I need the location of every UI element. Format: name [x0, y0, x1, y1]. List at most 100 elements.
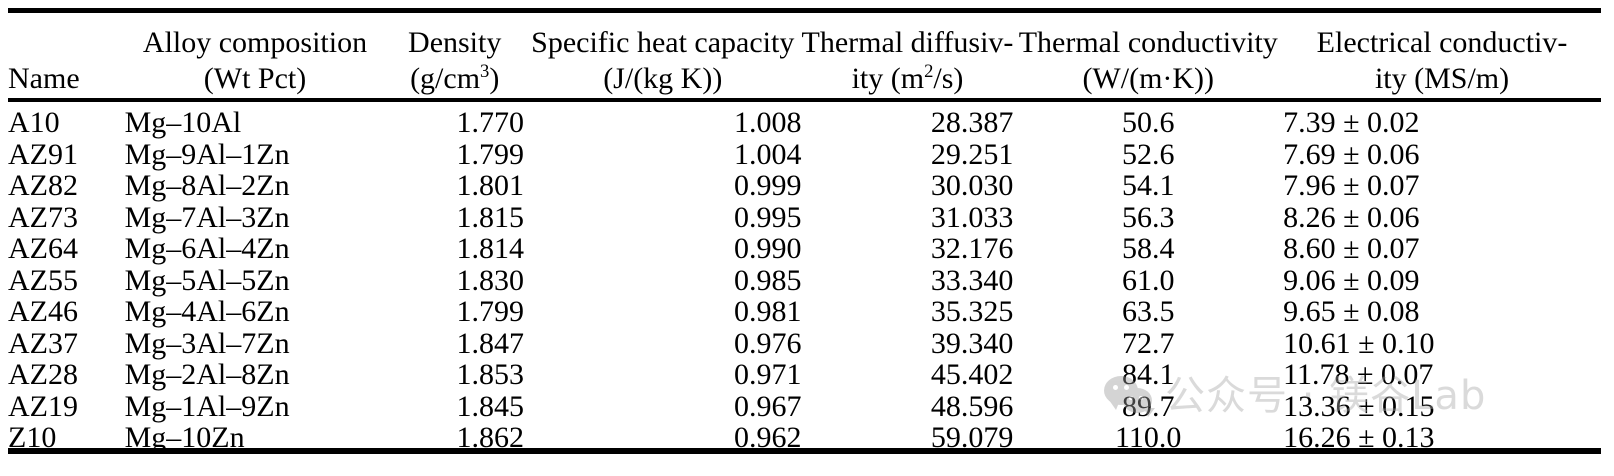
- cell-density: 1.853: [456, 358, 524, 391]
- cell-electrical-conductivity: 7.96 ± 0.07: [1283, 169, 1420, 202]
- cell-specific-heat-capacity: 0.976: [734, 326, 802, 360]
- cell-thermal-conductivity: 72.7: [1122, 326, 1175, 360]
- table-bottom-rule: [8, 448, 1601, 454]
- column-header-name: Name: [8, 14, 125, 98]
- cell-thermal-conductivity: 56.3: [1122, 200, 1175, 234]
- table-row: Z10 Mg–10Zn 1.862 0.962 59.079 110.0 16.26 ± 0…: [8, 422, 1601, 454]
- cell-density: 1.801: [456, 169, 524, 202]
- cell-alloy-composition: Mg–2Al–8Zn: [124, 358, 290, 391]
- cell-thermal-conductivity: 61.0: [1122, 263, 1175, 297]
- cell-alloy-composition: Mg–3Al–7Zn: [124, 326, 290, 360]
- column-header-density: Density (g/cm3): [385, 14, 524, 98]
- cell-thermal-diffusivity: 48.596: [930, 389, 1014, 423]
- cell-electrical-conductivity: 11.78 ± 0.07: [1283, 358, 1434, 391]
- table-row: A10 Mg–10Al 1.770 1.008 28.387 50.6 7.39 ± 0.0…: [8, 98, 1601, 138]
- cell-specific-heat-capacity: 0.962: [734, 421, 802, 454]
- cell-density: 1.799: [456, 295, 524, 328]
- cell-thermal-conductivity: 89.7: [1122, 389, 1175, 423]
- cell-electrical-conductivity: 8.60 ± 0.07: [1283, 232, 1420, 265]
- cell-density: 1.799: [456, 137, 524, 171]
- diffusivity-unit-prefix: ity (m: [851, 62, 925, 96]
- cell-thermal-diffusivity: 29.251: [930, 137, 1014, 171]
- cell-specific-heat-capacity: 0.981: [734, 295, 802, 328]
- column-header-thermal-diffusivity: Thermal diffusiv- ity (m2/s): [802, 14, 1014, 98]
- cell-alloy-composition: Mg–5Al–5Zn: [124, 263, 290, 297]
- cell-alloy-composition: Mg–1Al–9Zn: [124, 389, 290, 423]
- cell-thermal-conductivity: 54.1: [1122, 169, 1175, 202]
- column-header-name-line1: Name: [8, 62, 80, 96]
- column-header-shc-line2: (J/(kg K)): [603, 62, 723, 96]
- column-header-shc-line1: Specific heat capacity: [531, 25, 795, 59]
- cell-electrical-conductivity: 7.69 ± 0.06: [1283, 137, 1420, 171]
- cell-electrical-conductivity: 7.39 ± 0.02: [1283, 106, 1420, 139]
- table-row: AZ55 Mg–5Al–5Zn 1.830 0.985 33.340 61.0 9.06 ±…: [8, 264, 1601, 296]
- alloy-properties-table: Name Alloy composition (Wt Pct) Density …: [8, 14, 1601, 453]
- density-unit-prefix: (g/cm: [410, 62, 481, 96]
- cell-name: AZ91: [8, 137, 78, 171]
- column-header-alloy-composition: Alloy composition (Wt Pct): [125, 14, 386, 98]
- cell-electrical-conductivity: 9.65 ± 0.08: [1283, 295, 1420, 328]
- density-unit-suffix: ): [489, 62, 500, 96]
- cell-electrical-conductivity: 16.26 ± 0.13: [1283, 421, 1435, 454]
- cell-density: 1.814: [456, 232, 524, 265]
- cell-thermal-conductivity: 110.0: [1115, 421, 1182, 454]
- cell-density: 1.847: [456, 326, 524, 360]
- cell-thermal-diffusivity: 45.402: [930, 358, 1014, 391]
- cell-name: AZ64: [8, 232, 78, 265]
- table-row: AZ91 Mg–9Al–1Zn 1.799 1.004 29.251 52.6 7.69 ±…: [8, 138, 1601, 170]
- cell-thermal-conductivity: 50.6: [1122, 106, 1175, 139]
- column-header-diffusivity-line1: Thermal diffusiv-: [801, 25, 1014, 59]
- table-row: AZ82 Mg–8Al–2Zn 1.801 0.999 30.030 54.1 7.96 ±…: [8, 170, 1601, 202]
- column-header-density-line1: Density: [408, 25, 502, 59]
- cell-specific-heat-capacity: 0.999: [734, 169, 802, 202]
- cell-electrical-conductivity: 13.36 ± 0.15: [1283, 389, 1435, 423]
- column-header-thermal-conductivity-line1: Thermal conductivity: [1018, 25, 1278, 59]
- column-header-diffusivity-line2: ity (m2/s): [802, 61, 1014, 98]
- cell-thermal-diffusivity: 32.176: [930, 232, 1014, 265]
- cell-thermal-conductivity: 84.1: [1122, 358, 1175, 391]
- cell-alloy-composition: Mg–8Al–2Zn: [124, 169, 290, 202]
- cell-name: AZ37: [8, 326, 78, 360]
- cell-alloy-composition: Mg–10Al: [124, 106, 242, 139]
- cell-name: AZ73: [8, 200, 78, 234]
- cell-thermal-conductivity: 58.4: [1122, 232, 1175, 265]
- cell-electrical-conductivity: 10.61 ± 0.10: [1283, 326, 1435, 360]
- column-header-density-line2: (g/cm3): [385, 61, 524, 98]
- diffusivity-unit-exponent: 2: [924, 61, 934, 83]
- table-body: A10 Mg–10Al 1.770 1.008 28.387 50.6 7.39 ± 0.0…: [8, 98, 1601, 453]
- column-header-electrical-conductivity-line2: ity (MS/m): [1374, 62, 1510, 96]
- cell-density: 1.815: [456, 200, 524, 234]
- cell-electrical-conductivity: 8.26 ± 0.06: [1283, 200, 1420, 234]
- table-header-rule: [8, 98, 1601, 102]
- cell-thermal-diffusivity: 39.340: [930, 326, 1014, 360]
- column-header-thermal-conductivity: Thermal conductivity (W/(m·K)): [1013, 14, 1283, 98]
- cell-specific-heat-capacity: 1.008: [734, 106, 802, 139]
- cell-alloy-composition: Mg–4Al–6Zn: [124, 295, 290, 328]
- cell-density: 1.845: [456, 389, 524, 423]
- cell-alloy-composition: Mg–10Zn: [124, 421, 245, 454]
- cell-name: AZ19: [8, 389, 78, 423]
- table-row: AZ64 Mg–6Al–4Zn 1.814 0.990 32.176 58.4 8.60 ±…: [8, 233, 1601, 265]
- cell-electrical-conductivity: 9.06 ± 0.09: [1283, 263, 1420, 297]
- table-top-rule: [8, 8, 1601, 13]
- cell-thermal-diffusivity: 33.340: [930, 263, 1014, 297]
- column-header-electrical-conductivity: Electrical conductiv- ity (MS/m): [1283, 14, 1601, 98]
- cell-thermal-diffusivity: 31.033: [930, 200, 1014, 234]
- density-unit-exponent: 3: [480, 61, 490, 83]
- cell-specific-heat-capacity: 0.995: [734, 200, 802, 234]
- cell-name: AZ55: [8, 263, 78, 297]
- column-header-thermal-conductivity-line2: (W/(m·K)): [1082, 62, 1215, 96]
- column-header-electrical-conductivity-line1: Electrical conductiv-: [1316, 25, 1568, 59]
- column-header-alloy-line2: (Wt Pct): [203, 62, 307, 96]
- cell-name: AZ28: [8, 358, 78, 391]
- table-header-row: Name Alloy composition (Wt Pct) Density …: [8, 14, 1601, 98]
- column-header-specific-heat-capacity: Specific heat capacity (J/(kg K)): [524, 14, 802, 98]
- table-header: Name Alloy composition (Wt Pct) Density …: [8, 14, 1601, 98]
- table-row: AZ28 Mg–2Al–8Zn 1.853 0.971 45.402 84.1 11.78 …: [8, 359, 1601, 391]
- cell-alloy-composition: Mg–9Al–1Zn: [124, 137, 290, 171]
- cell-alloy-composition: Mg–7Al–3Zn: [124, 200, 290, 234]
- diffusivity-unit-suffix: /s): [933, 62, 964, 96]
- cell-thermal-conductivity: 52.6: [1122, 137, 1175, 171]
- cell-thermal-diffusivity: 59.079: [930, 421, 1014, 454]
